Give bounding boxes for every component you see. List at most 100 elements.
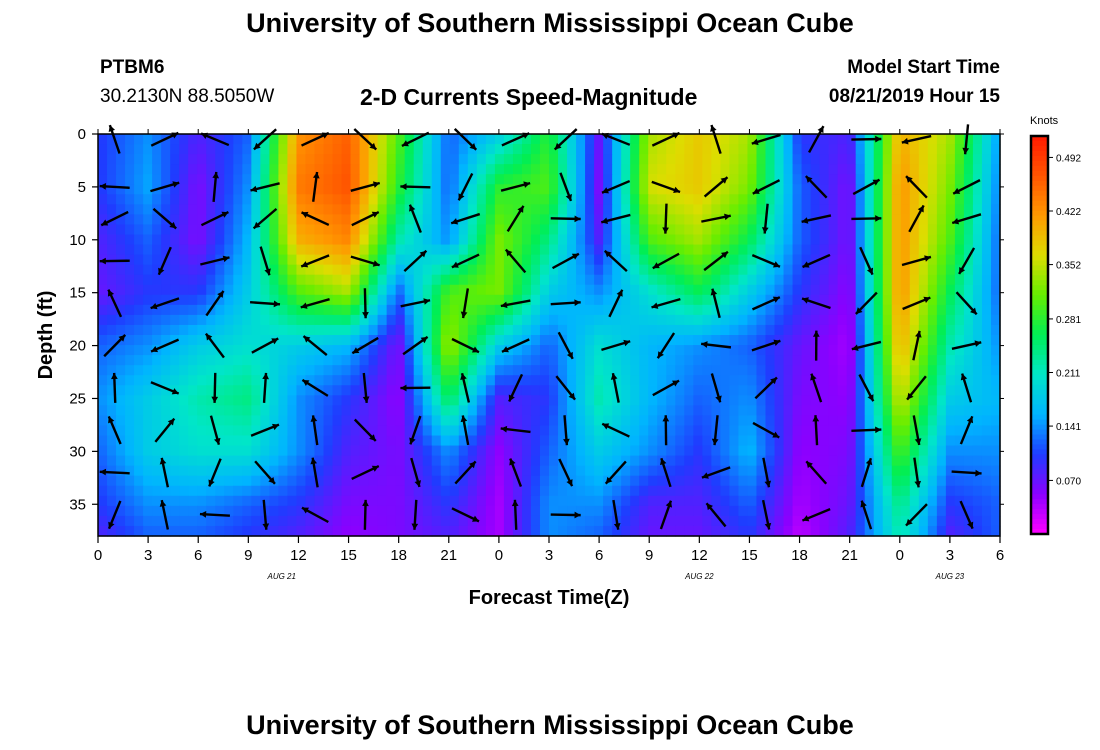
heatmap-cell [720, 234, 730, 246]
heatmap-cell [98, 505, 108, 517]
heatmap-cell [107, 284, 117, 296]
heatmap-cell [864, 154, 875, 165]
heatmap-cell [386, 324, 397, 336]
heatmap-cell [422, 475, 433, 487]
heatmap-cell [801, 314, 812, 326]
heatmap-cell [558, 515, 568, 527]
heatmap-cell [458, 144, 469, 155]
heatmap-cell [350, 134, 361, 145]
heatmap-cell [819, 485, 830, 497]
heatmap-cell [711, 274, 721, 286]
heatmap-cell [467, 485, 478, 497]
heatmap-cell [341, 395, 352, 406]
heatmap-cell [918, 445, 929, 457]
heatmap-cell [161, 264, 171, 276]
heatmap-cell [954, 224, 965, 236]
heatmap-cell [846, 304, 857, 316]
heatmap-cell [278, 445, 289, 457]
heatmap-cell [648, 304, 658, 316]
heatmap-cell [792, 385, 803, 396]
heatmap-cell [98, 224, 108, 236]
heatmap-cell [260, 304, 270, 316]
heatmap-cell [143, 515, 153, 527]
heatmap-cell [440, 425, 451, 437]
heatmap-cell [107, 324, 117, 336]
heatmap-cell [116, 445, 126, 457]
heatmap-cell [819, 355, 830, 366]
heatmap-cell [828, 375, 839, 386]
heatmap-cell [801, 465, 812, 477]
heatmap-cell [774, 465, 785, 477]
heatmap-cell [900, 505, 911, 517]
heatmap-cell [927, 525, 938, 537]
heatmap-cell [558, 304, 568, 316]
colorbar-step [1031, 310, 1048, 316]
heatmap-cell [413, 174, 424, 185]
heatmap-cell [837, 314, 848, 326]
heatmap-cell [314, 455, 325, 467]
heatmap-cell [585, 385, 595, 396]
heatmap-cell [107, 224, 117, 236]
heatmap-cell [747, 445, 758, 457]
heatmap-cell [684, 134, 694, 145]
heatmap-cell [882, 134, 893, 145]
heatmap-cell [323, 274, 334, 286]
heatmap-cell [756, 455, 767, 467]
heatmap-cell [179, 335, 189, 346]
heatmap-cell [359, 184, 370, 195]
heatmap-cell [278, 134, 289, 145]
heatmap-cell [855, 254, 866, 266]
current-arrow [501, 338, 530, 353]
heatmap-cell [567, 335, 577, 346]
heatmap-cell [891, 415, 902, 427]
heatmap-cell [107, 395, 117, 406]
heatmap-cell [837, 284, 848, 296]
heatmap-cell [152, 254, 162, 266]
heatmap-cell [395, 445, 406, 457]
heatmap-cell [648, 435, 658, 447]
heatmap-cell [386, 495, 397, 507]
heatmap-cell [251, 475, 261, 487]
heatmap-cell [603, 204, 613, 215]
heatmap-cell [161, 375, 171, 386]
heatmap-cell [467, 134, 478, 145]
heatmap-cell [855, 395, 866, 406]
heatmap-cell [152, 314, 162, 326]
heatmap-cell [711, 455, 721, 467]
current-arrow [111, 372, 118, 403]
heatmap-cell [945, 284, 956, 296]
heatmap-cell [756, 445, 767, 457]
heatmap-cell [341, 415, 352, 427]
heatmap-cell [774, 264, 785, 276]
heatmap-cell [864, 184, 875, 195]
heatmap-cell [990, 515, 1001, 527]
current-arrow [253, 128, 277, 151]
current-arrow [563, 415, 570, 446]
heatmap-cell [621, 435, 631, 447]
heatmap-cell [152, 214, 162, 226]
heatmap-cell [539, 324, 550, 336]
colorbar-step [1031, 136, 1048, 142]
heatmap-cell [305, 405, 316, 416]
heatmap-cell [621, 154, 631, 165]
heatmap-cell [206, 505, 216, 517]
heatmap-cell [837, 274, 848, 286]
heatmap-cell [512, 204, 523, 215]
heatmap-cell [747, 164, 758, 175]
heatmap-cell [467, 415, 478, 427]
heatmap-cell [828, 274, 839, 286]
heatmap-cell [179, 244, 189, 256]
heatmap-cell [783, 204, 794, 215]
heatmap-cell [305, 234, 316, 246]
heatmap-cell [224, 385, 234, 396]
heatmap-cell [864, 324, 875, 336]
heatmap-cell [278, 144, 289, 155]
heatmap-cell [269, 395, 279, 406]
heatmap-cell [990, 455, 1001, 467]
heatmap-cell [503, 324, 514, 336]
heatmap-cell [765, 455, 776, 467]
heatmap-cell [530, 525, 541, 537]
heatmap-cell [864, 164, 875, 175]
heatmap-cell [972, 405, 983, 416]
heatmap-cell [125, 395, 135, 406]
